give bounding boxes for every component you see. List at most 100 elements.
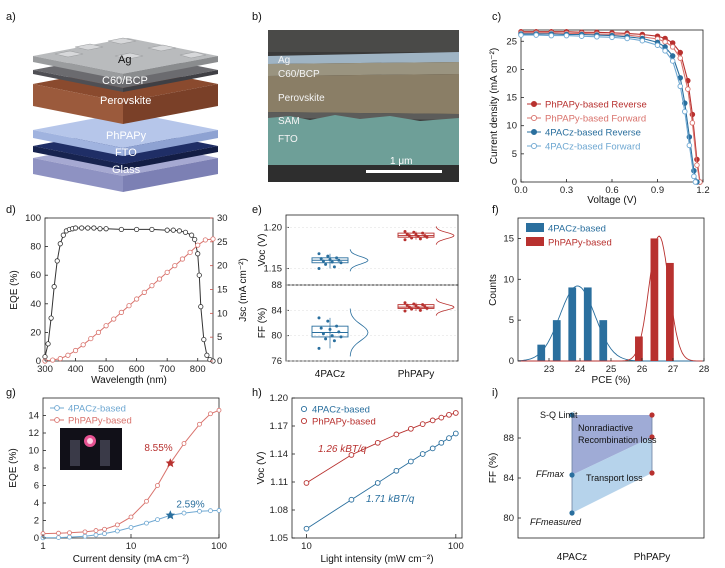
panel-d-series-eqe-point <box>192 236 198 243</box>
panel-g-series-4pacz-based-point <box>208 508 213 514</box>
panel-d-series-jsc-point <box>88 335 94 342</box>
sem-ag-layer <box>268 52 459 64</box>
panel-e-bottom-point-4pacz <box>321 332 325 336</box>
panel-d-ytick-1: 20 <box>30 327 41 338</box>
panel-d-xlabel: Wavelength (nm) <box>91 375 167 386</box>
panel-c-series-4pacz-based-forward-point <box>677 83 684 90</box>
panel-d-series-eqe-point <box>201 336 207 343</box>
panel-e-top-point-4pacz <box>337 258 341 262</box>
panel-h-annot-4pacz: 1.71 kBT/q <box>366 494 415 505</box>
panel-d-series-jsc-point <box>95 329 102 335</box>
panel-g-ytick-4: 8 <box>34 463 39 474</box>
panel-f-xtick-2: 25 <box>606 364 617 375</box>
panel-e-bottom-point-4pacz <box>326 319 330 323</box>
panel-d-series-jsc-point <box>50 357 56 363</box>
panel-i-nonrad-label-2: Recombination loss <box>578 435 657 445</box>
panel-e-top-point-phpapy <box>412 230 416 234</box>
panel-g-xtick-0: 1 <box>40 541 45 552</box>
panel-e-bottom-point-phpapy <box>407 305 411 309</box>
panel-h-ytick-5: 1.20 <box>270 393 289 404</box>
panel-c-series-phpapy-based-forward-point <box>677 55 684 61</box>
panel-d-ytick-3: 60 <box>30 270 41 281</box>
sem-label-c60: C60/BCP <box>278 69 320 80</box>
panel-f-ytick-2: 10 <box>503 274 514 285</box>
panel-g-legend-label-1: PhPAPy-based <box>68 416 132 427</box>
panel-c-series-phpapy-based-forward-point <box>689 120 696 126</box>
panel-e-top-point-4pacz <box>317 267 321 271</box>
panel-h-frame <box>291 397 463 539</box>
panel-b: b) Ag C60/BCP Perovskite SAM FTO 1 μm <box>252 11 459 182</box>
panel-f-xtick-3: 26 <box>637 364 648 375</box>
panel-d-series-jsc-point <box>164 269 170 275</box>
panel-d-series-jsc-point <box>195 242 201 248</box>
panel-i-ytick-1: 84 <box>503 473 514 484</box>
panel-c-series-phpapy-based-forward-point <box>694 162 700 168</box>
panel-g-ytick-2: 4 <box>34 498 39 509</box>
panel-e-bottom-frame <box>285 284 459 362</box>
panel-g-xtick-2: 100 <box>211 541 227 552</box>
panel-e-bottom-dist-4pacz <box>349 308 369 357</box>
panel-d-y2tick-6: 30 <box>217 213 228 224</box>
sem-label-perovskite: Perovskite <box>278 93 325 104</box>
panel-c-series-4pacz-based-forward-point <box>654 42 661 48</box>
panel-d-series-eqe-point <box>118 226 124 233</box>
panel-g-series-4pacz-based-point <box>93 532 99 538</box>
panel-d-y2tick-4: 20 <box>217 261 228 272</box>
panel-e-top-point-phpapy <box>418 237 422 241</box>
panel-e-top-frame <box>285 214 459 286</box>
panel-d-series-eqe-point <box>170 227 176 233</box>
panel-d-xtick-5: 800 <box>190 364 206 375</box>
panel-g-ytick-5: 10 <box>28 446 39 457</box>
panel-e-bottom-dist-phpapy <box>435 298 455 316</box>
panel-f-legend-swatch-1 <box>526 237 544 246</box>
panel-d-series-jsc-point <box>210 236 216 242</box>
panel-d-xtick-3: 600 <box>129 364 145 375</box>
panel-c-series-4pacz-based-forward-point <box>548 32 555 39</box>
panel-g-series-4pacz-based-point <box>144 520 149 526</box>
panel-d-series-jsc-point <box>187 249 193 255</box>
panel-e-top-point-4pacz <box>319 257 323 261</box>
panel-h-ylabel: Voc (V) <box>256 452 267 485</box>
panel-c-series-4pacz-based-forward-point <box>518 32 524 38</box>
panel-i-nonrad-label-1: Nonradiactive <box>578 423 633 433</box>
panel-g-series-4pacz-based-point <box>67 534 72 540</box>
panel-i-point-phpapy-ffmeas <box>649 470 655 476</box>
panel-i-sq-label: S-Q Limit <box>540 410 578 420</box>
panel-i-point-4pacz-sq <box>569 412 575 418</box>
layer-label-phpapy: PhPAPy <box>106 130 147 142</box>
panel-e-bottom-point-4pacz <box>330 334 334 338</box>
panel-g-ytick-0: 0 <box>34 533 39 544</box>
panel-g-ytick-3: 6 <box>34 481 39 492</box>
panel-e-bottom-point-phpapy <box>414 304 418 308</box>
panel-e-cat-4pacz: 4PACz <box>315 369 345 380</box>
panel-h-series-4pacz-based-point <box>446 435 452 441</box>
panel-d-series-eqe-point <box>91 225 97 231</box>
panel-e-bottom-point-phpapy <box>412 302 416 306</box>
panel-e-top-ylabel: Voc (V) <box>257 234 268 267</box>
panel-e-top-point-phpapy <box>407 234 411 238</box>
panel-g-series-phpapy-based-point <box>93 528 99 533</box>
panel-d-xtick-4: 700 <box>159 364 175 375</box>
panel-e-top-point-4pacz <box>330 260 334 264</box>
panel-g-series-4pacz-based-point <box>155 517 160 523</box>
panel-f-fit-phpapy-based <box>518 235 703 362</box>
panel-g-xlabel: Current density (mA cm⁻²) <box>73 554 189 565</box>
panel-c-xlabel: Voltage (V) <box>587 195 636 206</box>
panel-g-series-4pacz-based-point <box>197 508 202 514</box>
panel-c-series-4pacz-based-forward-point <box>624 35 630 42</box>
panel-d-series-eqe-point <box>164 227 170 233</box>
panel-f-bar-4pacz-based <box>537 344 546 361</box>
panel-d-series-eqe-point <box>204 352 210 358</box>
panel-i-ffmeas-label: FFmeasured <box>530 517 582 527</box>
inset-photo-core <box>87 438 93 444</box>
panel-d-series-jsc-point <box>126 303 132 309</box>
panel-g-series-4pacz-based-point <box>82 533 88 539</box>
panel-g-series-4pacz-based-point <box>128 525 134 530</box>
panel-e-bottom-point-phpapy <box>423 305 427 309</box>
panel-g-label: g) <box>6 387 16 399</box>
panel-b-label: b) <box>252 11 262 23</box>
panel-e: e) 1.15 1.20 76 80 84 88 Voc (V) FF (%) 4PACz… <box>252 204 459 380</box>
panel-d-ytick-4: 80 <box>30 242 41 253</box>
